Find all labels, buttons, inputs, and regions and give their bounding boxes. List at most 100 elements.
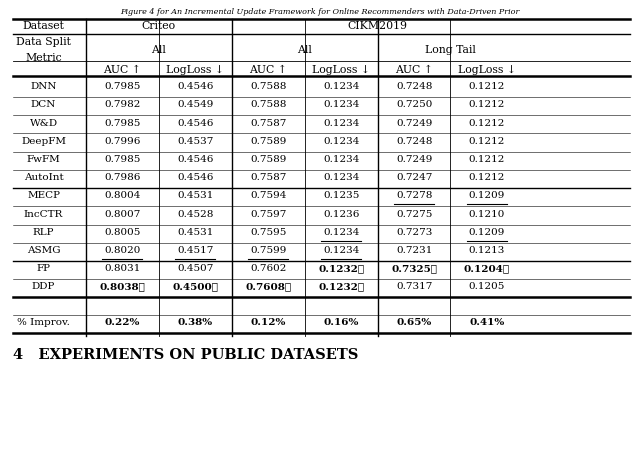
Text: ASMG: ASMG (27, 246, 60, 255)
Text: 0.1209: 0.1209 (469, 191, 505, 201)
Text: 0.7231: 0.7231 (396, 246, 432, 255)
Text: Criteo: Criteo (141, 21, 176, 31)
Text: CIKM2019: CIKM2019 (348, 21, 408, 31)
Text: 0.1234: 0.1234 (323, 100, 359, 110)
Text: 0.7249: 0.7249 (396, 155, 432, 164)
Text: 0.7589: 0.7589 (250, 155, 286, 164)
Text: W&D: W&D (29, 118, 58, 128)
Text: 4   EXPERIMENTS ON PUBLIC DATASETS: 4 EXPERIMENTS ON PUBLIC DATASETS (13, 348, 358, 362)
Text: 0.12%: 0.12% (250, 318, 286, 328)
Text: FP: FP (36, 264, 51, 274)
Text: % Improv.: % Improv. (17, 318, 70, 328)
Text: All: All (151, 45, 166, 55)
Text: 0.8007: 0.8007 (104, 210, 140, 219)
Text: 0.8005: 0.8005 (104, 228, 140, 237)
Text: 0.4546: 0.4546 (177, 173, 213, 182)
Text: 0.7248: 0.7248 (396, 137, 432, 146)
Text: 0.1235: 0.1235 (323, 191, 359, 201)
Text: 0.7588: 0.7588 (250, 82, 286, 91)
Text: Data Split: Data Split (16, 37, 71, 47)
Text: 0.16%: 0.16% (323, 318, 359, 328)
Text: 0.1234: 0.1234 (323, 246, 359, 255)
Text: 0.1212: 0.1212 (469, 155, 505, 164)
Text: AUC ↑: AUC ↑ (395, 64, 433, 75)
Text: Metric: Metric (25, 53, 62, 63)
Text: 0.1204★: 0.1204★ (464, 264, 510, 274)
Text: 0.4500★: 0.4500★ (172, 282, 218, 291)
Text: 0.4528: 0.4528 (177, 210, 213, 219)
Text: 0.4531: 0.4531 (177, 191, 213, 201)
Text: 0.1234: 0.1234 (323, 137, 359, 146)
Text: IncCTR: IncCTR (24, 210, 63, 219)
Text: 0.1209: 0.1209 (469, 228, 505, 237)
Text: 0.7602: 0.7602 (250, 264, 286, 274)
Text: 0.8020: 0.8020 (104, 246, 140, 255)
Text: LogLoss ↓: LogLoss ↓ (312, 64, 370, 75)
Text: 0.4507: 0.4507 (177, 264, 213, 274)
Text: 0.1232★: 0.1232★ (318, 282, 364, 291)
Text: 0.4517: 0.4517 (177, 246, 213, 255)
Text: 0.7275: 0.7275 (396, 210, 432, 219)
Text: 0.7247: 0.7247 (396, 173, 432, 182)
Text: 0.7986: 0.7986 (104, 173, 140, 182)
Text: 0.1212: 0.1212 (469, 137, 505, 146)
Text: 0.4537: 0.4537 (177, 137, 213, 146)
Text: 0.7608★: 0.7608★ (245, 282, 291, 291)
Text: 0.7317: 0.7317 (396, 282, 432, 291)
Text: RLP: RLP (33, 228, 54, 237)
Text: MECP: MECP (27, 191, 60, 201)
Text: 0.4549: 0.4549 (177, 100, 213, 110)
Text: 0.1213: 0.1213 (469, 246, 505, 255)
Text: 0.7587: 0.7587 (250, 173, 286, 182)
Text: 0.1234: 0.1234 (323, 118, 359, 128)
Text: FwFM: FwFM (27, 155, 60, 164)
Text: AUC ↑: AUC ↑ (249, 64, 287, 75)
Text: 0.7985: 0.7985 (104, 118, 140, 128)
Text: 0.7325★: 0.7325★ (391, 264, 437, 274)
Text: 0.1234: 0.1234 (323, 155, 359, 164)
Text: DeepFM: DeepFM (21, 137, 66, 146)
Text: 0.7273: 0.7273 (396, 228, 432, 237)
Text: 0.1232★: 0.1232★ (318, 264, 364, 274)
Text: DCN: DCN (31, 100, 56, 110)
Text: 0.1234: 0.1234 (323, 82, 359, 91)
Text: 0.4546: 0.4546 (177, 118, 213, 128)
Text: 0.8038★: 0.8038★ (99, 282, 145, 291)
Text: 0.7589: 0.7589 (250, 137, 286, 146)
Text: 0.7588: 0.7588 (250, 100, 286, 110)
Text: 0.41%: 0.41% (469, 318, 505, 328)
Text: 0.1236: 0.1236 (323, 210, 359, 219)
Text: 0.1212: 0.1212 (469, 82, 505, 91)
Text: Long Tail: Long Tail (425, 45, 476, 55)
Text: LogLoss ↓: LogLoss ↓ (166, 64, 224, 75)
Text: 0.38%: 0.38% (178, 318, 212, 328)
Text: 0.7985: 0.7985 (104, 155, 140, 164)
Text: AutoInt: AutoInt (24, 173, 63, 182)
Text: 0.1205: 0.1205 (469, 282, 505, 291)
Text: 0.22%: 0.22% (104, 318, 140, 328)
Text: 0.7982: 0.7982 (104, 100, 140, 110)
Text: 0.8031: 0.8031 (104, 264, 140, 274)
Text: 0.4546: 0.4546 (177, 155, 213, 164)
Text: 0.1212: 0.1212 (469, 100, 505, 110)
Text: 0.1234: 0.1234 (323, 228, 359, 237)
Text: 0.7599: 0.7599 (250, 246, 286, 255)
Text: DNN: DNN (30, 82, 57, 91)
Text: 0.1234: 0.1234 (323, 173, 359, 182)
Text: 0.7595: 0.7595 (250, 228, 286, 237)
Text: 0.8004: 0.8004 (104, 191, 140, 201)
Text: 0.4546: 0.4546 (177, 82, 213, 91)
Text: 0.7250: 0.7250 (396, 100, 432, 110)
Text: 0.1212: 0.1212 (469, 173, 505, 182)
Text: DDP: DDP (32, 282, 55, 291)
Text: Dataset: Dataset (22, 21, 65, 31)
Text: Figure 4 for An Incremental Update Framework for Online Recommenders with Data-D: Figure 4 for An Incremental Update Frame… (120, 8, 520, 16)
Text: 0.7597: 0.7597 (250, 210, 286, 219)
Text: 0.7248: 0.7248 (396, 82, 432, 91)
Text: 0.1210: 0.1210 (469, 210, 505, 219)
Text: 0.7996: 0.7996 (104, 137, 140, 146)
Text: AUC ↑: AUC ↑ (103, 64, 141, 75)
Text: 0.7249: 0.7249 (396, 118, 432, 128)
Text: 0.7985: 0.7985 (104, 82, 140, 91)
Text: 0.7278: 0.7278 (396, 191, 432, 201)
